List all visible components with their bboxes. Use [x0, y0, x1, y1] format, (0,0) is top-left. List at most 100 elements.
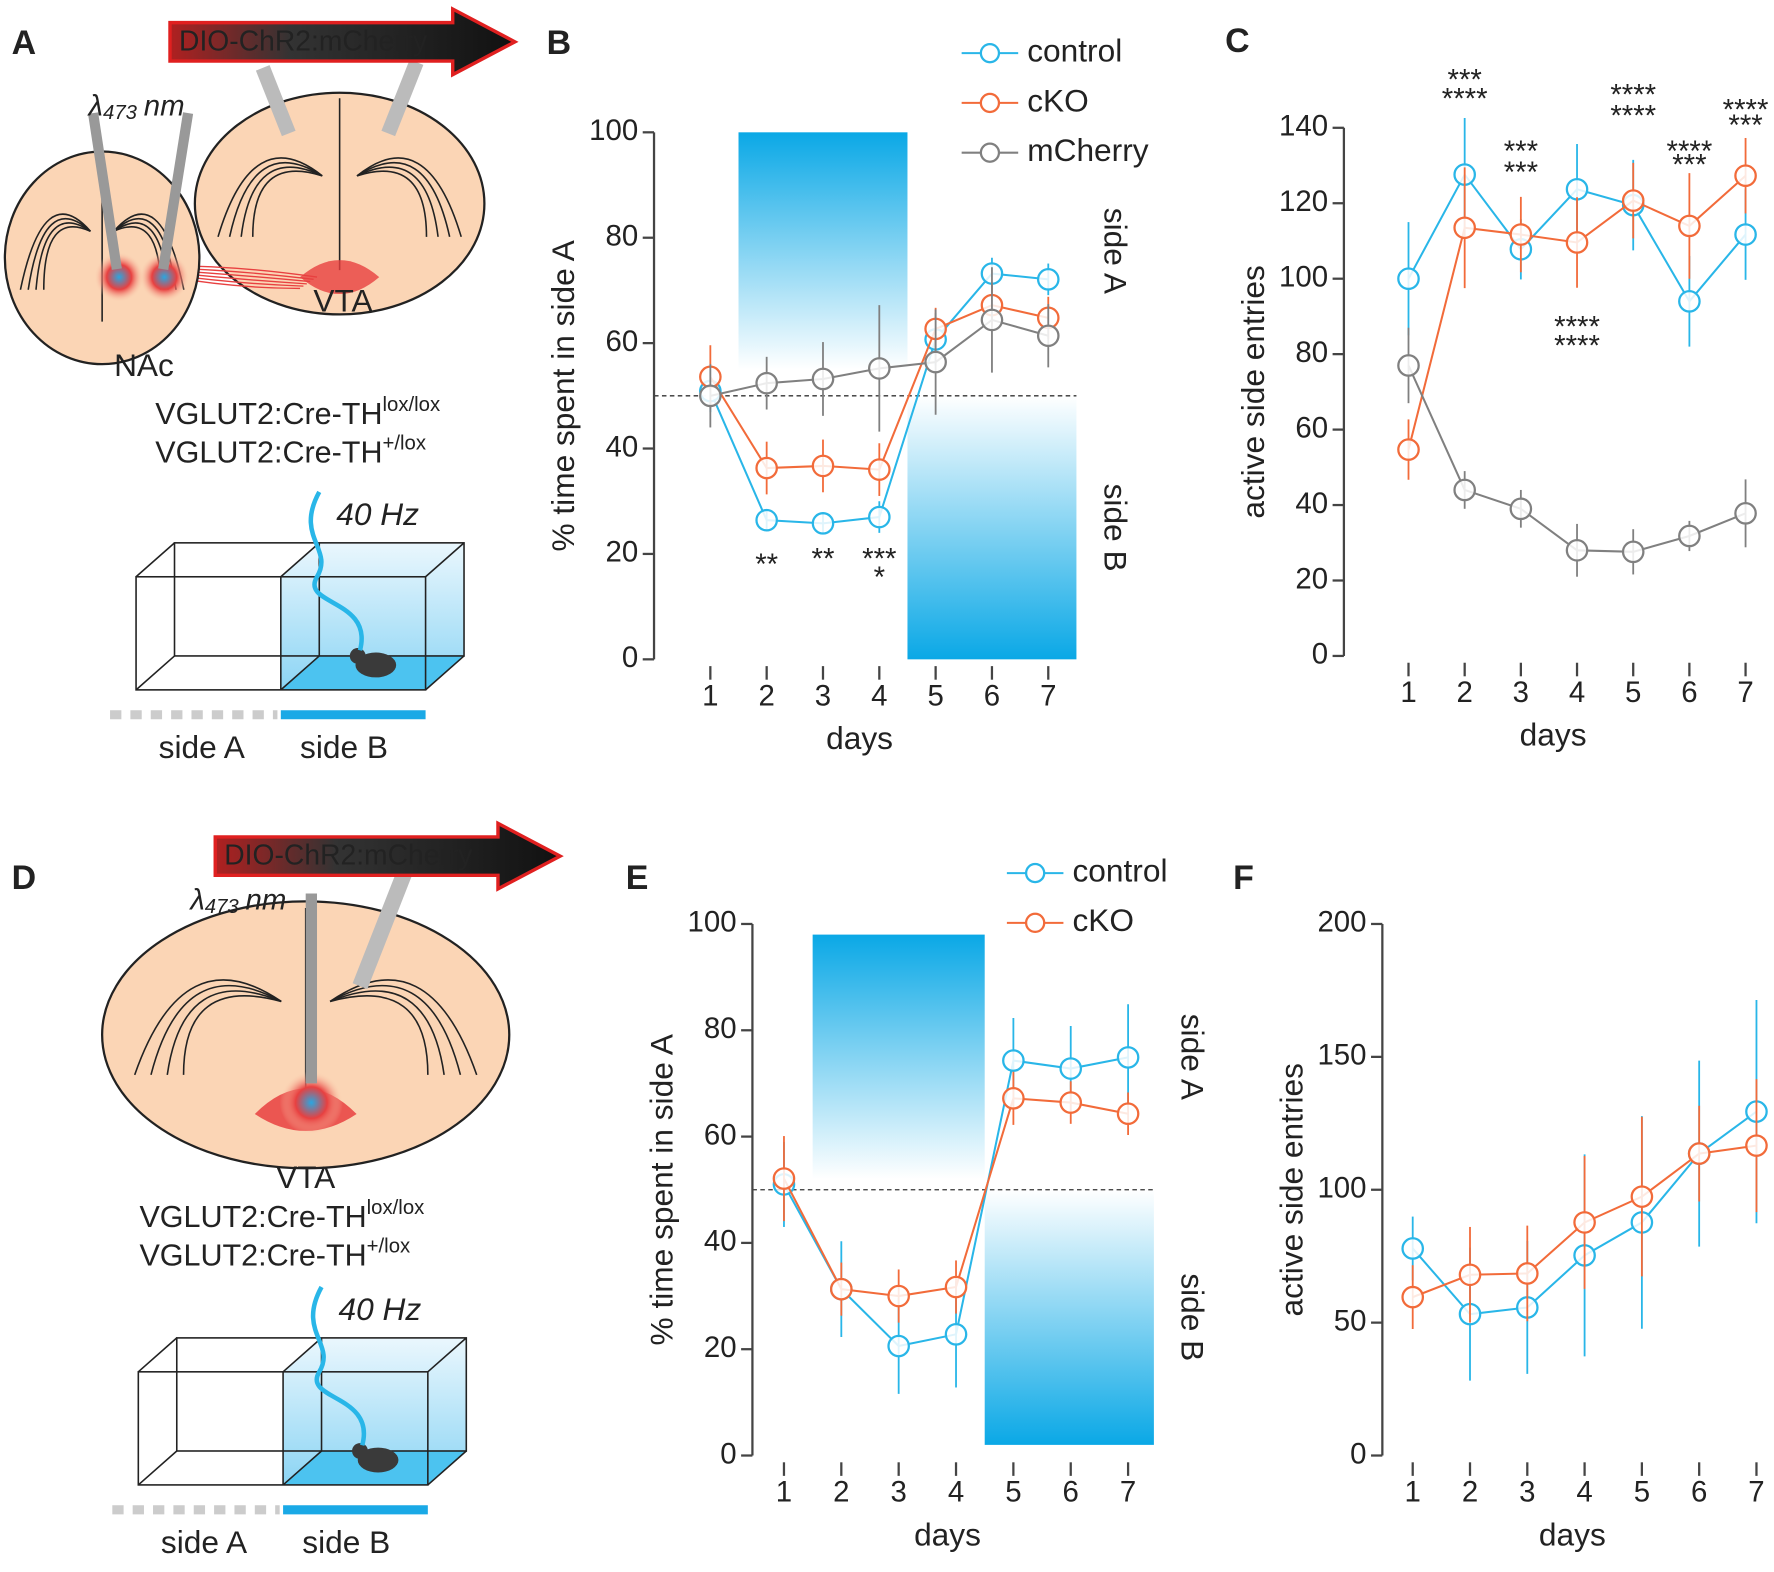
- vector-arrow: [213, 820, 564, 892]
- marker: [1509, 497, 1533, 521]
- brain-layer: [35, 222, 91, 290]
- brain-layer: [133, 979, 282, 1076]
- marker: [1002, 1087, 1025, 1110]
- brain-layer: [27, 218, 91, 290]
- marker: [1116, 1046, 1140, 1069]
- marker: [1565, 177, 1589, 201]
- text-part: VGLUT2:Cre-TH: [139, 1200, 366, 1234]
- x-tick-label: 6: [1691, 1476, 1707, 1509]
- y-tick-label: 0: [1350, 1437, 1366, 1470]
- significance-stars: ****: [1610, 79, 1656, 112]
- legend-marker: [979, 142, 1001, 163]
- marker: [1509, 223, 1533, 246]
- significance-stars: **: [755, 548, 778, 581]
- brain-layer: [356, 166, 439, 237]
- brain-layer: [150, 984, 282, 1076]
- brain-layer: [166, 990, 282, 1075]
- y-tick-label: 140: [1279, 110, 1328, 143]
- region-shade: [812, 934, 985, 1180]
- marker: [1630, 1185, 1654, 1208]
- y-tick-label: 40: [704, 1225, 737, 1258]
- text-part: λ: [188, 883, 204, 916]
- marker: [868, 458, 891, 481]
- x-tick-label: 1: [1400, 676, 1416, 709]
- y-axis-label: % time spent in side A: [545, 239, 581, 551]
- y-axis-label: % time spent in side A: [644, 1033, 680, 1345]
- brain-layer: [182, 995, 282, 1075]
- genotype: VGLUT2:Cre-THlox/lox: [139, 1197, 424, 1234]
- x-tick-label: 1: [702, 680, 718, 713]
- marker: [1678, 524, 1701, 548]
- marker: [699, 384, 722, 408]
- y-tick-label: 80: [1295, 336, 1328, 369]
- cage-edge: [282, 1337, 323, 1373]
- x-tick-label: 4: [871, 680, 887, 713]
- text-part: 473: [103, 103, 138, 125]
- cage-edge: [427, 1337, 467, 1373]
- region-label: side A: [1097, 208, 1133, 295]
- genotype: VGLUT2:Cre-THlox/lox: [155, 394, 440, 431]
- side-label: side A: [159, 729, 246, 765]
- text-part: nm: [246, 883, 287, 916]
- optic-fiber: [158, 112, 194, 270]
- cage-blue: [280, 542, 465, 690]
- text-part: lox/lox: [382, 394, 440, 416]
- text-part: +/lox: [367, 1236, 411, 1258]
- x-tick-label: 6: [1681, 676, 1697, 709]
- marker: [1621, 540, 1645, 564]
- marker: [1687, 1142, 1711, 1165]
- x-tick-label: 5: [1634, 1476, 1650, 1509]
- significance-stars: ***: [1728, 109, 1762, 142]
- marker: [755, 371, 778, 395]
- x-tick-label: 6: [984, 680, 1000, 713]
- marker: [811, 454, 835, 478]
- vector-label: DIO-ChR2:mCherry: [224, 839, 473, 871]
- mouse: [357, 1447, 399, 1473]
- stim-glow: [139, 252, 190, 302]
- panel-label: B: [547, 24, 572, 62]
- y-tick-label: 150: [1317, 1039, 1366, 1072]
- region-name: VTA: [276, 1159, 336, 1195]
- y-tick-label: 100: [1279, 260, 1328, 293]
- region-label: side B: [1097, 484, 1133, 572]
- y-tick-label: 20: [1295, 562, 1328, 595]
- legend-marker: [979, 92, 1001, 114]
- marker: [1401, 1237, 1425, 1260]
- marker: [924, 350, 947, 374]
- panel-label: A: [12, 24, 36, 62]
- significance-stars: *: [874, 561, 885, 594]
- marker: [944, 1323, 968, 1346]
- x-tick-label: 4: [948, 1476, 964, 1509]
- x-tick-label: 5: [1625, 676, 1641, 709]
- region-label: side B: [1175, 1273, 1211, 1361]
- cage-edge: [425, 655, 465, 691]
- x-tick-label: 2: [1462, 1476, 1478, 1509]
- x-tick-label: 7: [1040, 680, 1056, 713]
- vta-region: [300, 260, 380, 295]
- stim-glow: [94, 252, 144, 302]
- marker: [887, 1284, 910, 1308]
- brain-layer: [356, 170, 428, 237]
- x-tick-label: 3: [1519, 1476, 1535, 1509]
- y-tick-label: 200: [1317, 906, 1366, 939]
- region-name: NAc: [114, 347, 174, 383]
- y-tick-label: 50: [1334, 1304, 1367, 1337]
- marker: [1678, 290, 1701, 313]
- brain-layer: [329, 984, 462, 1076]
- significance-stars: ****: [1723, 94, 1769, 127]
- side-label: side B: [302, 1524, 390, 1560]
- y-tick-label: 40: [1295, 487, 1328, 520]
- marker: [887, 1334, 910, 1358]
- x-tick-label: 3: [1513, 676, 1529, 709]
- legend-label: mCherry: [1027, 132, 1149, 168]
- legend-label: control: [1027, 33, 1122, 69]
- y-tick-label: 80: [704, 1012, 737, 1045]
- x-axis-label: days: [1520, 717, 1587, 753]
- brain-layer: [228, 161, 323, 237]
- legend-marker: [1024, 912, 1046, 934]
- marker: [1397, 267, 1420, 291]
- panel-label: F: [1233, 859, 1254, 897]
- cage-edge: [280, 542, 320, 578]
- brain-layer: [19, 213, 92, 290]
